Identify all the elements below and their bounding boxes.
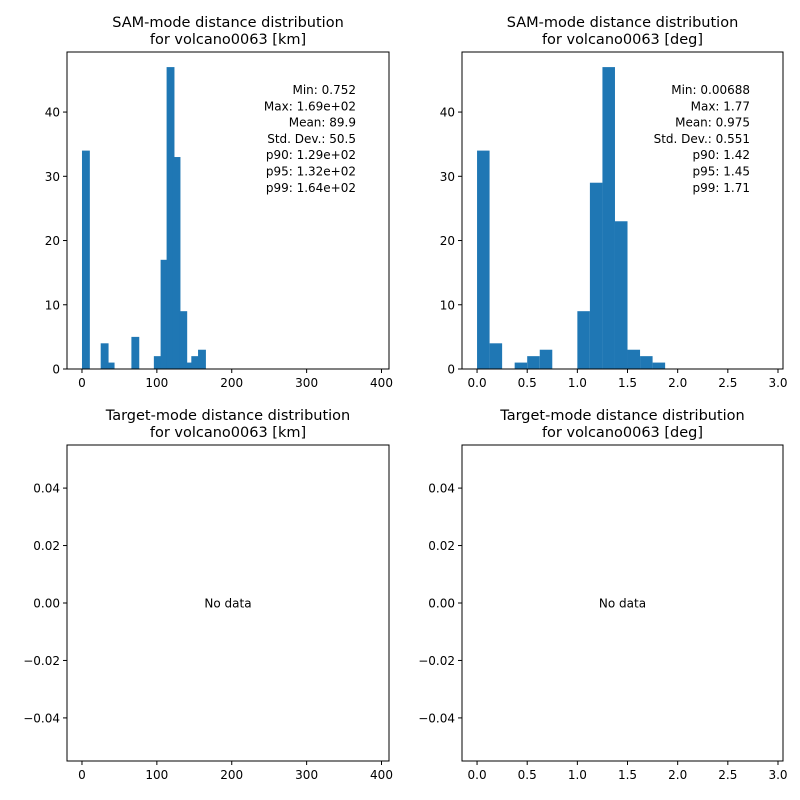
histogram-bar [527,356,540,369]
y-tick-label: −0.02 [418,654,455,668]
y-tick-label: 0.00 [33,597,60,611]
stats-line: p90: 1.29e+02 [266,148,356,162]
chart-title: SAM-mode distance distribution [507,15,739,31]
stats-line: Std. Dev.: 0.551 [654,132,750,146]
x-tick-label: 1.0 [568,768,587,782]
y-tick-label: −0.04 [418,711,455,725]
histogram-bar [477,150,490,369]
x-tick-label: 3.0 [768,376,787,390]
x-tick-label: 100 [145,768,168,782]
stats-line: Mean: 89.9 [289,116,356,130]
histogram-bar [514,362,528,369]
histogram-bar [166,67,175,369]
x-tick-label: 2.5 [718,768,737,782]
stats-line: p99: 1.71 [693,181,750,195]
y-tick-label: 0.04 [33,482,60,496]
histogram-bar [81,150,90,369]
y-tick-label: 30 [440,170,455,184]
chart-title: SAM-mode distance distribution [112,15,344,31]
histogram-bar [160,259,169,369]
histogram-bar [627,349,641,369]
histogram-bar [652,362,666,369]
y-tick-label: 20 [440,234,455,248]
chart-subtitle: for volcano0063 [deg] [542,425,703,441]
histogram-bar [614,221,628,369]
stats-line: p99: 1.64e+02 [266,181,356,195]
no-data-label: No data [204,597,251,611]
y-tick-label: 30 [45,170,60,184]
chart-subtitle: for volcano0063 [km] [150,425,306,441]
x-tick-label: 1.0 [568,376,587,390]
histogram-bar [602,67,615,369]
y-tick-label: 40 [45,106,60,120]
x-tick-label: 0.0 [468,376,487,390]
chart-subtitle: for volcano0063 [km] [150,32,306,48]
x-tick-label: 300 [295,376,318,390]
x-tick-label: 2.0 [668,768,687,782]
histogram-bar [539,349,553,369]
histogram-bar [191,356,200,369]
x-tick-label: 200 [220,768,243,782]
y-tick-label: −0.04 [23,711,60,725]
x-tick-label: 2.0 [668,376,687,390]
histogram-bar [198,349,206,369]
x-tick-label: 0.5 [518,768,537,782]
y-tick-label: 10 [440,298,455,312]
histogram-bar [185,362,194,369]
y-tick-label: 10 [45,298,60,312]
stats-line: Mean: 0.975 [675,116,750,130]
chart-subtitle: for volcano0063 [deg] [542,32,703,48]
y-tick-label: 0.00 [428,597,455,611]
stats-line: Max: 1.69e+02 [264,99,356,113]
x-tick-label: 100 [145,376,168,390]
x-tick-label: 1.5 [618,768,637,782]
y-tick-label: 0.04 [428,482,455,496]
x-tick-label: 0 [78,768,86,782]
x-tick-label: 3.0 [768,768,787,782]
x-tick-label: 0 [78,376,86,390]
histogram-bar [153,356,162,369]
histogram-bar [589,182,603,369]
chart-title: Target-mode distance distribution [499,408,745,424]
histogram-bar [131,336,140,369]
histogram-bar [172,157,181,369]
x-tick-label: 400 [370,768,393,782]
x-tick-label: 1.5 [618,376,637,390]
x-tick-label: 300 [295,768,318,782]
histogram-bar [100,343,109,369]
y-tick-label: 0.02 [33,539,60,553]
x-tick-label: 0.5 [518,376,537,390]
x-tick-label: 400 [370,376,393,390]
histogram-bar [640,356,653,369]
stats-line: p95: 1.32e+02 [266,165,356,179]
axes-frame [461,51,784,370]
stats-line: Min: 0.00688 [671,83,750,97]
y-tick-label: 0 [52,363,60,377]
histogram-bar [577,311,590,369]
y-tick-label: −0.02 [23,654,60,668]
y-tick-label: 20 [45,234,60,248]
x-tick-label: 2.5 [718,376,737,390]
histogram-bar [106,362,115,369]
stats-line: p95: 1.45 [693,165,750,179]
histogram-bar [179,311,188,369]
y-tick-label: 40 [440,106,455,120]
y-tick-label: 0.02 [428,539,455,553]
stats-line: Min: 0.752 [292,83,356,97]
no-data-label: No data [599,597,646,611]
stats-line: p90: 1.42 [693,148,750,162]
histogram-bar [489,343,503,369]
x-tick-label: 200 [220,376,243,390]
stats-line: Std. Dev.: 50.5 [267,132,356,146]
stats-line: Max: 1.77 [691,99,750,113]
y-tick-label: 0 [447,363,455,377]
chart-title: Target-mode distance distribution [105,408,351,424]
axes-frame [66,51,390,370]
x-tick-label: 0.0 [468,768,487,782]
